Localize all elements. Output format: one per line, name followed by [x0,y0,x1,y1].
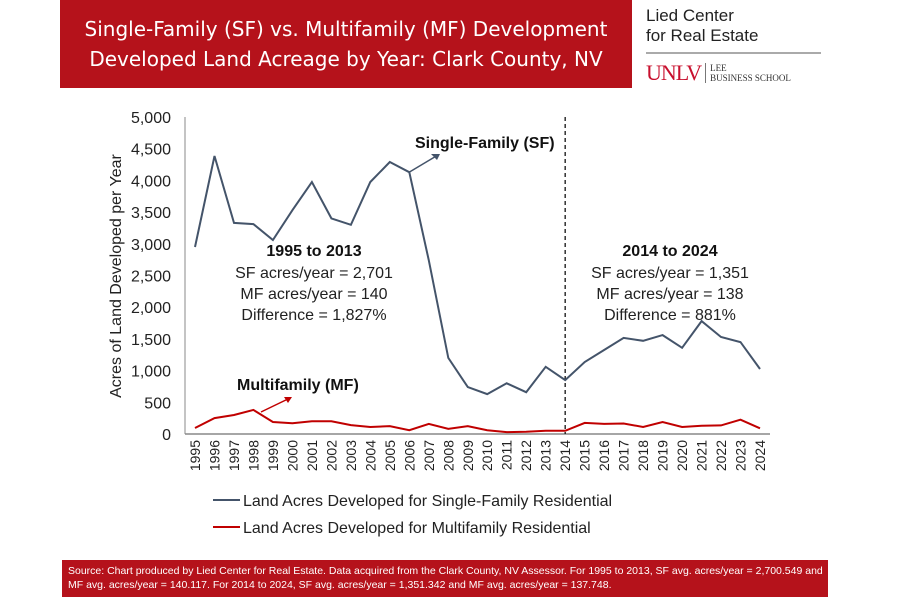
arrow-head-icon [431,154,440,160]
x-tick-label: 2018 [635,440,651,471]
x-tick-label: 2002 [323,440,339,471]
sf-series-label: Single-Family (SF) [415,135,555,152]
y-tick-label: 500 [144,395,171,412]
chart-title-line1: Single-Family (SF) vs. Multifamily (MF) … [84,17,608,41]
business-school-wordmark: LEE BUSINESS SCHOOL [705,63,791,83]
sf-label-arrow [408,154,439,173]
series-line-mf [194,408,761,434]
arrow-head-icon [284,397,292,403]
logo-line2: for Real Estate [646,26,759,45]
y-tick-label: 3,000 [131,237,171,254]
x-tick-label: 2007 [421,440,437,471]
x-tick-label: 2008 [440,440,456,471]
chart-title-line2: Developed Land Acreage by Year: Clark Co… [89,47,603,71]
title-banner: Single-Family (SF) vs. Multifamily (MF) … [60,0,632,88]
x-tick-label: 2015 [577,440,593,471]
mf-label-arrow [260,397,291,413]
x-tick-label: 1995 [187,440,203,471]
x-tick-label: 2011 [499,440,515,470]
annotation-line: SF acres/year = 2,701 [235,265,393,282]
x-tick-label: 2020 [674,440,690,471]
annotation-line: Difference = 881% [604,307,736,324]
x-tick-label: 2014 [557,440,573,471]
x-tick-label: 2000 [284,440,300,471]
y-tick-label: 2,500 [131,269,171,286]
annotation-line: SF acres/year = 1,351 [591,265,749,282]
x-tick-label: 2006 [401,440,417,471]
x-tick-label: 1996 [206,440,222,471]
legend-label: Land Acres Developed for Multifamily Res… [243,520,591,537]
source-note: Source: Chart produced by Lied Center fo… [62,560,828,597]
x-tick-label: 2013 [538,440,554,471]
x-tick-label: 1998 [245,440,261,471]
annotation-line: Difference = 1,827% [241,307,386,324]
y-tick-label: 3,500 [131,205,171,222]
y-tick-label: 4,500 [131,142,171,159]
x-tick-label: 2005 [382,440,398,471]
legend-label: Land Acres Developed for Single-Family R… [243,493,612,510]
x-tick-label: 2001 [304,440,320,471]
y-tick-label: 4,000 [131,173,171,190]
y-tick-label: 2,000 [131,300,171,317]
y-tick-label: 1,500 [131,332,171,349]
annotation-title: 1995 to 2013 [266,243,361,260]
x-tick-label: 2009 [460,440,476,471]
x-tick-label: 2003 [343,440,359,471]
series-line-sf [194,155,761,396]
x-tick-label: 2023 [733,440,749,471]
x-tick-label: 2012 [518,440,534,471]
logo-line1: Lied Center [646,6,734,25]
x-tick-label: 2019 [655,440,671,471]
annotation-line: MF acres/year = 138 [596,286,743,303]
y-tick-label: 1,000 [131,364,171,381]
y-axis-title: Acres of Land Developed per Year [108,153,125,397]
x-tick-label: 2010 [479,440,495,471]
annotation-title: 2014 to 2024 [622,243,717,260]
lied-center-logo: Lied Center for Real Estate UNLV LEE BUSIN… [646,6,821,86]
logo-rule [646,52,821,54]
annotation-line: MF acres/year = 140 [240,286,387,303]
x-tick-label: 2004 [362,440,378,471]
x-tick-label: 2024 [752,440,768,471]
x-tick-label: 2017 [616,440,632,471]
x-tick-label: 2022 [713,440,729,471]
y-tick-label: 0 [162,427,171,444]
x-tick-label: 1997 [226,440,242,471]
mf-series-label: Multifamily (MF) [237,377,359,394]
unlv-wordmark: UNLV [646,60,702,85]
x-tick-label: 2021 [694,440,710,471]
y-tick-label: 5,000 [131,110,171,127]
x-tick-label: 1999 [265,440,281,471]
x-tick-label: 2016 [596,440,612,471]
